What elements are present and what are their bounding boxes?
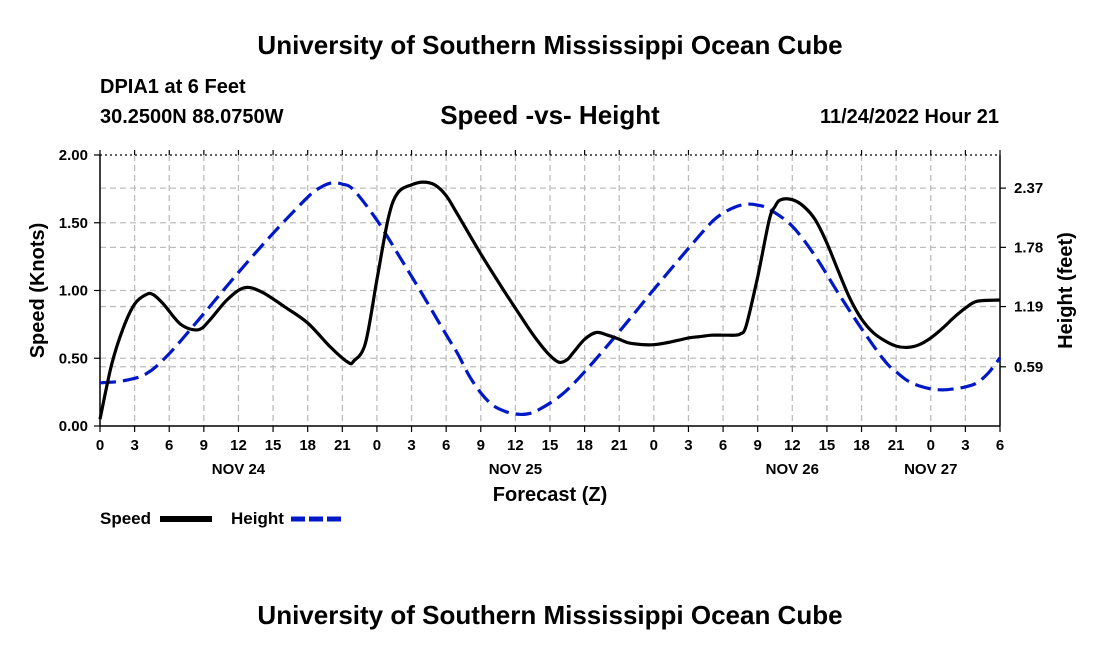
x-tick-label: 0 (927, 437, 935, 454)
x-day-label: NOV 24 (212, 461, 266, 478)
x-tick-label: 18 (299, 437, 316, 454)
x-tick-label: 3 (407, 437, 415, 454)
series-line-height (99, 181, 1002, 417)
x-tick-label: 21 (334, 437, 351, 454)
y-axis-left-label: Speed (Knots) (27, 223, 49, 359)
x-day-label: NOV 25 (489, 461, 542, 478)
legend-speed-label: Speed (100, 509, 152, 528)
left-y-tick-label: 2.00 (59, 147, 88, 164)
x-tick-label: 18 (853, 437, 870, 454)
series-line-speed (98, 180, 1001, 420)
x-tick-label: 3 (684, 437, 692, 454)
right-y-tick-label: 1.19 (1014, 299, 1043, 316)
x-tick-label: 6 (442, 437, 450, 454)
legend-height-line (291, 516, 345, 522)
left-y-tick-label: 1.00 (59, 283, 88, 300)
x-tick-label: 21 (611, 437, 628, 454)
left-y-tick-label: 0.50 (59, 350, 88, 367)
x-tick-label: 15 (265, 437, 282, 454)
x-day-label: NOV 27 (904, 461, 957, 478)
station-label: DPIA1 at 6 Feet (100, 76, 246, 98)
footer-title: University of Southern Mississippi Ocean… (257, 600, 843, 630)
x-axis-label: Forecast (Z) (493, 484, 607, 506)
legend-height-label: Height (231, 509, 284, 528)
x-tick-label: 3 (130, 437, 138, 454)
x-tick-label: 12 (784, 437, 801, 454)
right-y-tick-label: 0.59 (1014, 359, 1043, 376)
x-tick-label: 0 (373, 437, 381, 454)
right-y-tick-label: 1.78 (1014, 239, 1043, 256)
page-title: University of Southern Mississippi Ocean… (257, 30, 843, 60)
chart-title: Speed -vs- Height (440, 100, 660, 130)
x-tick-label: 6 (165, 437, 173, 454)
x-tick-label: 6 (996, 437, 1004, 454)
x-tick-label: 6 (719, 437, 727, 454)
left-y-tick-label: 1.50 (59, 215, 88, 232)
left-y-tick-label: 0.00 (59, 418, 88, 435)
x-tick-label: 15 (819, 437, 836, 454)
coordinates-label: 30.2500N 88.0750W (100, 106, 284, 128)
x-tick-label: 12 (230, 437, 247, 454)
legend-speed-line (160, 516, 212, 522)
x-tick-label: 0 (96, 437, 104, 454)
datetime-label: 11/24/2022 Hour 21 (819, 106, 999, 128)
x-tick-label: 3 (961, 437, 969, 454)
right-y-tick-label: 2.37 (1014, 180, 1043, 197)
x-tick-label: 0 (650, 437, 658, 454)
x-tick-label: 18 (576, 437, 593, 454)
x-tick-label: 12 (507, 437, 524, 454)
x-tick-label: 9 (200, 437, 208, 454)
x-tick-label: 21 (888, 437, 905, 454)
x-tick-label: 9 (477, 437, 485, 454)
x-tick-label: 9 (754, 437, 762, 454)
y-axis-right-label: Height (feet) (1055, 232, 1077, 349)
x-day-label: NOV 26 (766, 461, 819, 478)
x-tick-label: 15 (542, 437, 559, 454)
